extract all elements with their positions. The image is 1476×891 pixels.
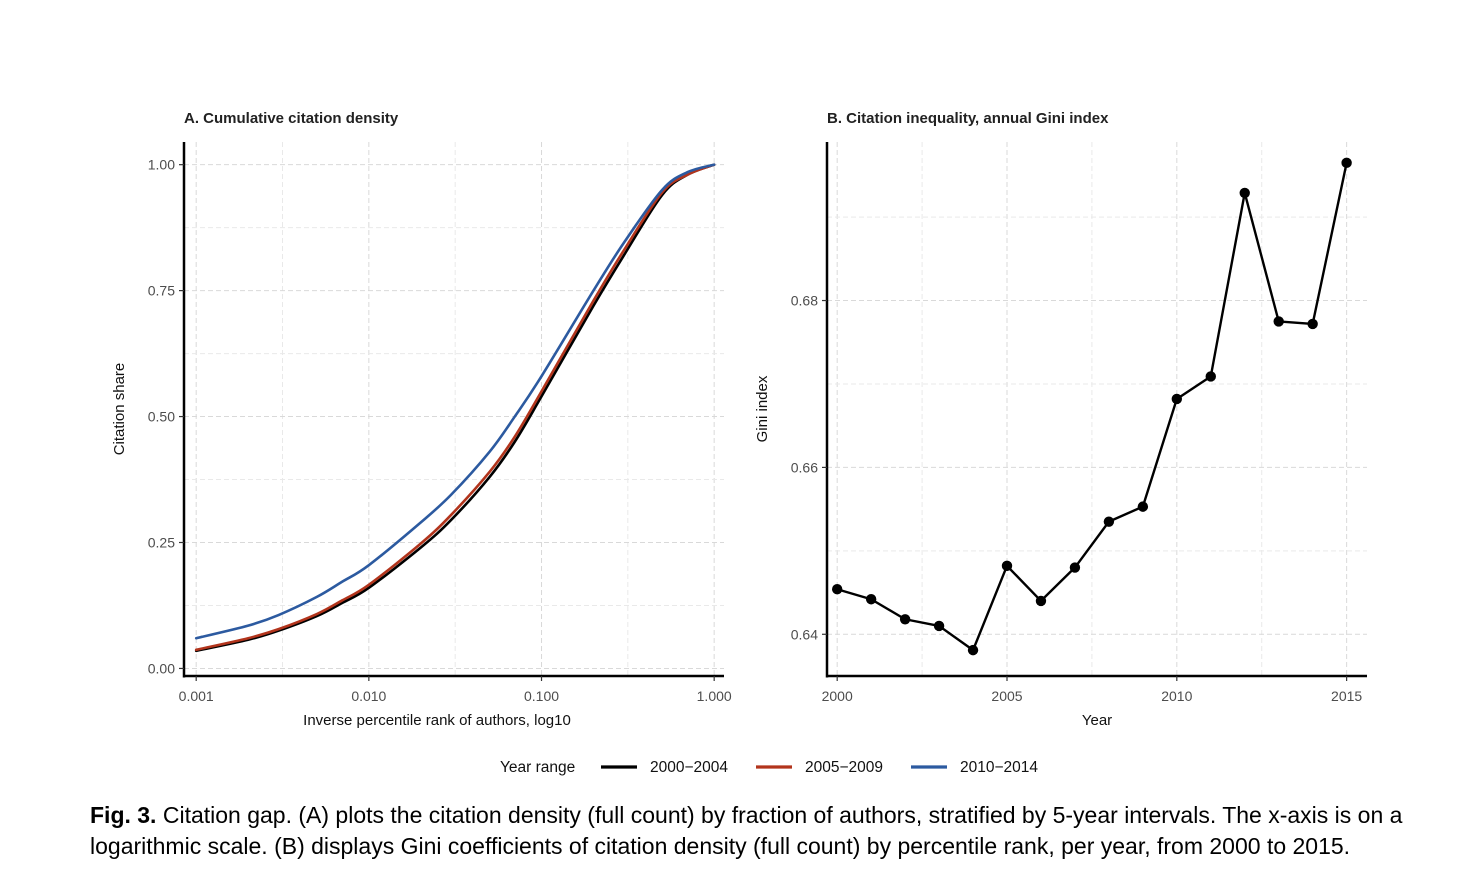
gini-point-2002 xyxy=(899,614,911,625)
y-axis-title: Citation share xyxy=(111,363,128,456)
gini-point-2003 xyxy=(933,620,945,632)
gini-point-2014 xyxy=(1307,318,1318,330)
series-line-3 xyxy=(194,163,716,640)
legend-label-1: 2000−2004 xyxy=(650,759,728,776)
x-tick-label: 2005 xyxy=(991,688,1022,704)
gini-point-2013 xyxy=(1273,316,1284,327)
gini-point-2004 xyxy=(967,644,979,656)
y-axis-title: Gini index xyxy=(754,375,771,442)
x-axis-title: Inverse percentile rank of authors, log1… xyxy=(303,712,571,729)
gini-point-2005 xyxy=(1001,560,1013,572)
gini-point-2001 xyxy=(865,594,877,605)
panel-b-title: B. Citation inequality, annual Gini inde… xyxy=(827,110,1109,127)
legend-label-2: 2005−2009 xyxy=(805,759,883,776)
gini-point-2011 xyxy=(1205,371,1216,382)
gini-point-2009 xyxy=(1137,501,1149,512)
gini-point-2008 xyxy=(1103,516,1115,527)
legend: Year range 2000−2004 2005−2009 2010−2014 xyxy=(500,759,1038,776)
figure-caption: Fig. 3. Citation gap. (A) plots the cita… xyxy=(90,800,1410,862)
panel-a: 0.001 0.010 0.100 1.000 0.00 0.25 0.50 0.75 1.00… xyxy=(111,110,732,729)
x-tick-label: 2015 xyxy=(1331,688,1362,704)
panel-a-title: A. Cumulative citation density xyxy=(184,110,399,127)
series-line-2 xyxy=(194,163,716,652)
panel-b: 2000 2005 2010 2015 0.64 0.66 0.68 B. Citation … xyxy=(754,110,1367,729)
series-line-1 xyxy=(194,163,716,653)
x-tick-label: 2000 xyxy=(822,688,853,704)
gini-point-2012 xyxy=(1239,187,1250,199)
y-tick-label: 0.50 xyxy=(148,409,175,425)
x-tick-label: 0.100 xyxy=(524,688,559,704)
gini-point-2000 xyxy=(831,584,843,595)
x-tick-label: 2010 xyxy=(1161,688,1192,704)
x-tick-label: 1.000 xyxy=(697,688,732,704)
caption-label: Fig. 3. xyxy=(90,802,157,828)
gini-point-2006 xyxy=(1035,595,1047,607)
y-tick-label: 0.00 xyxy=(148,660,175,676)
x-tick-label: 0.010 xyxy=(351,688,386,704)
y-tick-label: 0.64 xyxy=(791,626,818,642)
figure-canvas: 0.001 0.010 0.100 1.000 0.00 0.25 0.50 0.75 1.00… xyxy=(111,110,1367,776)
gini-point-2007 xyxy=(1069,562,1081,573)
x-axis-title: Year xyxy=(1082,712,1112,729)
x-tick-label: 0.001 xyxy=(179,688,214,704)
y-tick-label: 0.75 xyxy=(148,283,175,299)
y-tick-label: 0.25 xyxy=(148,535,175,551)
y-tick-label: 1.00 xyxy=(148,157,175,173)
legend-title: Year range xyxy=(500,759,575,776)
gini-line xyxy=(836,162,1348,652)
gini-point-2010 xyxy=(1171,393,1183,405)
y-tick-label: 0.68 xyxy=(791,293,818,309)
caption-text: Citation gap. (A) plots the citation den… xyxy=(90,802,1403,859)
legend-label-3: 2010−2014 xyxy=(960,759,1038,776)
gini-point-2015 xyxy=(1341,157,1352,169)
y-tick-label: 0.66 xyxy=(791,459,818,475)
